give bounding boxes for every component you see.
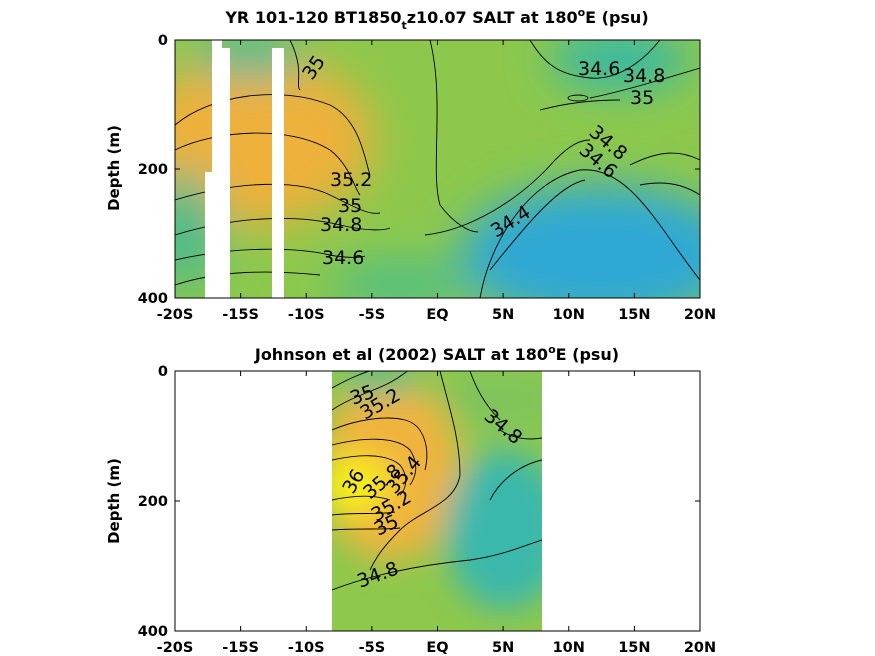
y-tick-label: 200	[138, 494, 168, 510]
chart-1-clabel: 34.6	[578, 58, 620, 80]
chart-2-ylabel: Depth (m)	[105, 458, 123, 544]
x-tick-label: 5N	[492, 640, 514, 656]
chart-1-low-salt-blob	[460, 185, 700, 298]
chart-1-clabel: 35.2	[330, 169, 372, 191]
chart-1-clabel: 35	[338, 195, 362, 217]
chart-2-plot-area	[332, 371, 542, 631]
chart-1-ticks: -20S -15S -10S -5S EQ 5N 10N 15N 20N 0 200 400	[138, 33, 716, 323]
chart-1-ylabel: Depth (m)	[105, 125, 123, 211]
chart-2-title: Johnson et al (2002) SALT at 180oE (psu)	[254, 343, 619, 364]
x-tick-label: 15N	[618, 640, 650, 656]
x-tick-label: 15N	[618, 307, 650, 323]
chart-1-contours	[175, 40, 700, 298]
x-tick-label: -10S	[288, 307, 325, 323]
chart-1-clabel: 34.8	[623, 65, 665, 87]
chart-1-plot-area	[175, 40, 700, 298]
x-tick-label: 10N	[553, 640, 585, 656]
chart-1-clabel: 34.8	[320, 214, 362, 236]
y-tick-label: 200	[138, 162, 168, 178]
x-tick-label: EQ	[426, 640, 448, 656]
x-tick-label: -20S	[157, 640, 194, 656]
chart-1-clabel: 35	[630, 87, 654, 109]
chart-2: Johnson et al (2002) SALT at 180oE (psu)	[105, 343, 716, 656]
chart-1-missing-data	[205, 40, 284, 298]
x-tick-label: EQ	[426, 307, 448, 323]
chart-2-ticks: -20S -15S -10S -5S EQ 5N 10N 15N 20N 0 200 400	[138, 364, 716, 656]
y-tick-label: 400	[138, 291, 168, 307]
x-tick-label: 20N	[684, 640, 716, 656]
x-tick-label: 5N	[492, 307, 514, 323]
x-tick-label: -10S	[288, 640, 325, 656]
x-tick-label: -5S	[359, 307, 386, 323]
x-tick-label: 10N	[553, 307, 585, 323]
x-tick-label: -5S	[359, 640, 386, 656]
chart-2-high-salt-blob	[332, 380, 460, 560]
y-tick-label: 0	[158, 364, 168, 380]
chart-2-low-salt-blob	[445, 450, 542, 610]
y-tick-label: 0	[158, 33, 168, 49]
x-tick-label: -15S	[222, 307, 259, 323]
y-tick-label: 400	[138, 624, 168, 640]
chart-1-clabel: 34.6	[322, 247, 364, 269]
chart-1: YR 101-120 BT1850tz10.07 SALT at 180oE (…	[105, 6, 716, 323]
chart-2-contours	[332, 371, 542, 591]
chart-2-max-salt-blob	[332, 455, 390, 515]
x-tick-label: 20N	[684, 307, 716, 323]
x-tick-label: -15S	[222, 640, 259, 656]
x-tick-label: -20S	[157, 307, 194, 323]
chart-1-title: YR 101-120 BT1850tz10.07 SALT at 180oE (…	[224, 6, 648, 32]
